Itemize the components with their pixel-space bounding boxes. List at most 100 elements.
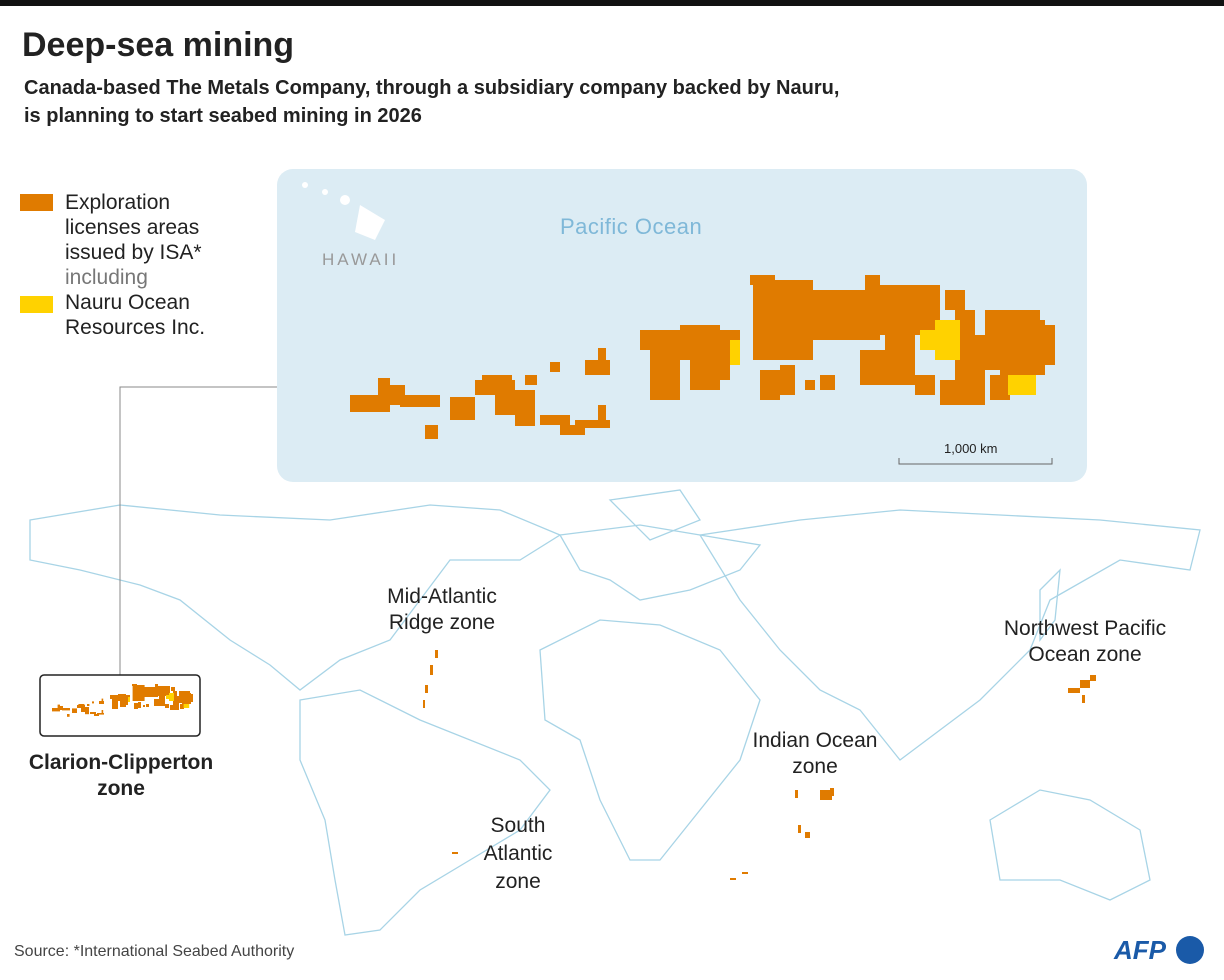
zone-mark xyxy=(1068,688,1080,693)
license-block xyxy=(138,702,141,708)
license-block xyxy=(87,704,90,706)
nauru-block xyxy=(128,697,130,702)
license-block xyxy=(880,285,940,335)
logo-text: AFP xyxy=(1114,935,1166,965)
license-block xyxy=(143,705,145,707)
zone-line: zone xyxy=(97,777,145,800)
zone-label: Mid-Atlantic Ridge zone xyxy=(372,584,512,636)
subtitle-line: is planning to start seabed mining in 20… xyxy=(24,105,422,127)
zone-line: Clarion-Clipperton xyxy=(28,751,214,774)
logo-mark xyxy=(1176,936,1204,964)
zone-label: South Atlantic zone xyxy=(468,812,568,896)
license-block xyxy=(378,378,390,398)
zone-line: Indian Ocean xyxy=(752,729,878,752)
license-block xyxy=(560,425,585,435)
license-block xyxy=(775,290,845,340)
license-block xyxy=(77,705,85,708)
license-block xyxy=(885,335,915,385)
license-block xyxy=(146,704,149,707)
license-block xyxy=(598,405,606,425)
license-block xyxy=(715,355,730,380)
license-block xyxy=(182,693,191,704)
license-block xyxy=(90,712,96,714)
license-block xyxy=(97,713,104,715)
legend-line: licenses areas xyxy=(65,216,200,239)
license-block xyxy=(57,704,60,709)
license-block xyxy=(134,703,138,709)
connector-line xyxy=(119,386,277,675)
legend-swatch xyxy=(20,194,53,211)
license-block xyxy=(940,380,955,405)
license-block xyxy=(575,420,610,428)
license-block xyxy=(525,375,537,385)
license-block xyxy=(190,694,193,702)
license-block xyxy=(350,395,390,412)
zone-mark xyxy=(805,832,810,838)
nauru-block xyxy=(169,693,174,701)
nauru-block xyxy=(1008,375,1036,395)
license-block xyxy=(750,275,775,285)
nauru-block xyxy=(935,320,960,360)
zone-mark xyxy=(452,852,458,854)
nauru-block xyxy=(730,340,740,365)
license-block xyxy=(85,708,89,715)
license-areas-mini xyxy=(52,684,193,717)
license-block xyxy=(94,714,99,716)
legend-line: Exploration xyxy=(65,191,171,214)
zone-mark xyxy=(423,700,425,708)
license-block xyxy=(132,684,137,686)
license-block xyxy=(840,290,880,340)
license-block xyxy=(585,360,610,375)
license-block xyxy=(62,708,70,711)
license-block xyxy=(482,375,512,385)
license-block xyxy=(159,696,165,706)
license-block xyxy=(173,691,177,697)
zone-mark xyxy=(820,790,832,800)
license-block xyxy=(118,694,126,698)
nauru-block xyxy=(183,704,190,708)
world-outline xyxy=(29,489,1201,936)
license-block xyxy=(67,714,70,717)
nauru-block xyxy=(166,695,171,699)
license-block xyxy=(99,701,104,704)
zone-label: Clarion-Clipperton zone xyxy=(16,750,226,802)
license-block xyxy=(92,701,94,704)
license-block xyxy=(171,687,175,691)
top-bar xyxy=(0,0,1224,6)
license-block xyxy=(52,708,60,712)
license-block xyxy=(550,362,560,372)
subtitle: Canada-based The Metals Company, through… xyxy=(24,74,839,130)
scale-label: 1,000 km xyxy=(944,441,998,456)
license-block xyxy=(990,375,1010,400)
license-block xyxy=(60,706,63,710)
license-areas xyxy=(350,275,1055,439)
zone-mark xyxy=(1090,675,1096,681)
license-block xyxy=(945,290,965,310)
license-block xyxy=(760,370,780,400)
zone-mark xyxy=(425,685,428,693)
license-block xyxy=(820,375,835,390)
license-block xyxy=(137,687,151,697)
license-block xyxy=(78,704,85,706)
license-block xyxy=(173,696,179,710)
license-block xyxy=(425,425,438,439)
zone-mark xyxy=(742,872,748,874)
license-block xyxy=(860,350,885,385)
zone-mark xyxy=(435,650,438,658)
legend-label: Exploration licenses areas issued by ISA… xyxy=(65,190,205,340)
license-block xyxy=(158,686,170,696)
zone-line: zone xyxy=(495,870,541,893)
zone-line: Ridge zone xyxy=(388,611,496,634)
legend-connector: including xyxy=(65,266,148,289)
license-block xyxy=(150,687,158,697)
license-block xyxy=(450,397,475,420)
license-block xyxy=(72,708,77,713)
license-block xyxy=(112,697,118,709)
license-block xyxy=(165,704,169,708)
legend-line: issued by ISA* xyxy=(65,241,202,264)
legend-line: Nauru Ocean xyxy=(65,291,190,314)
zone-label: Indian Ocean zone xyxy=(740,728,890,780)
hawaii-islands xyxy=(302,182,385,240)
